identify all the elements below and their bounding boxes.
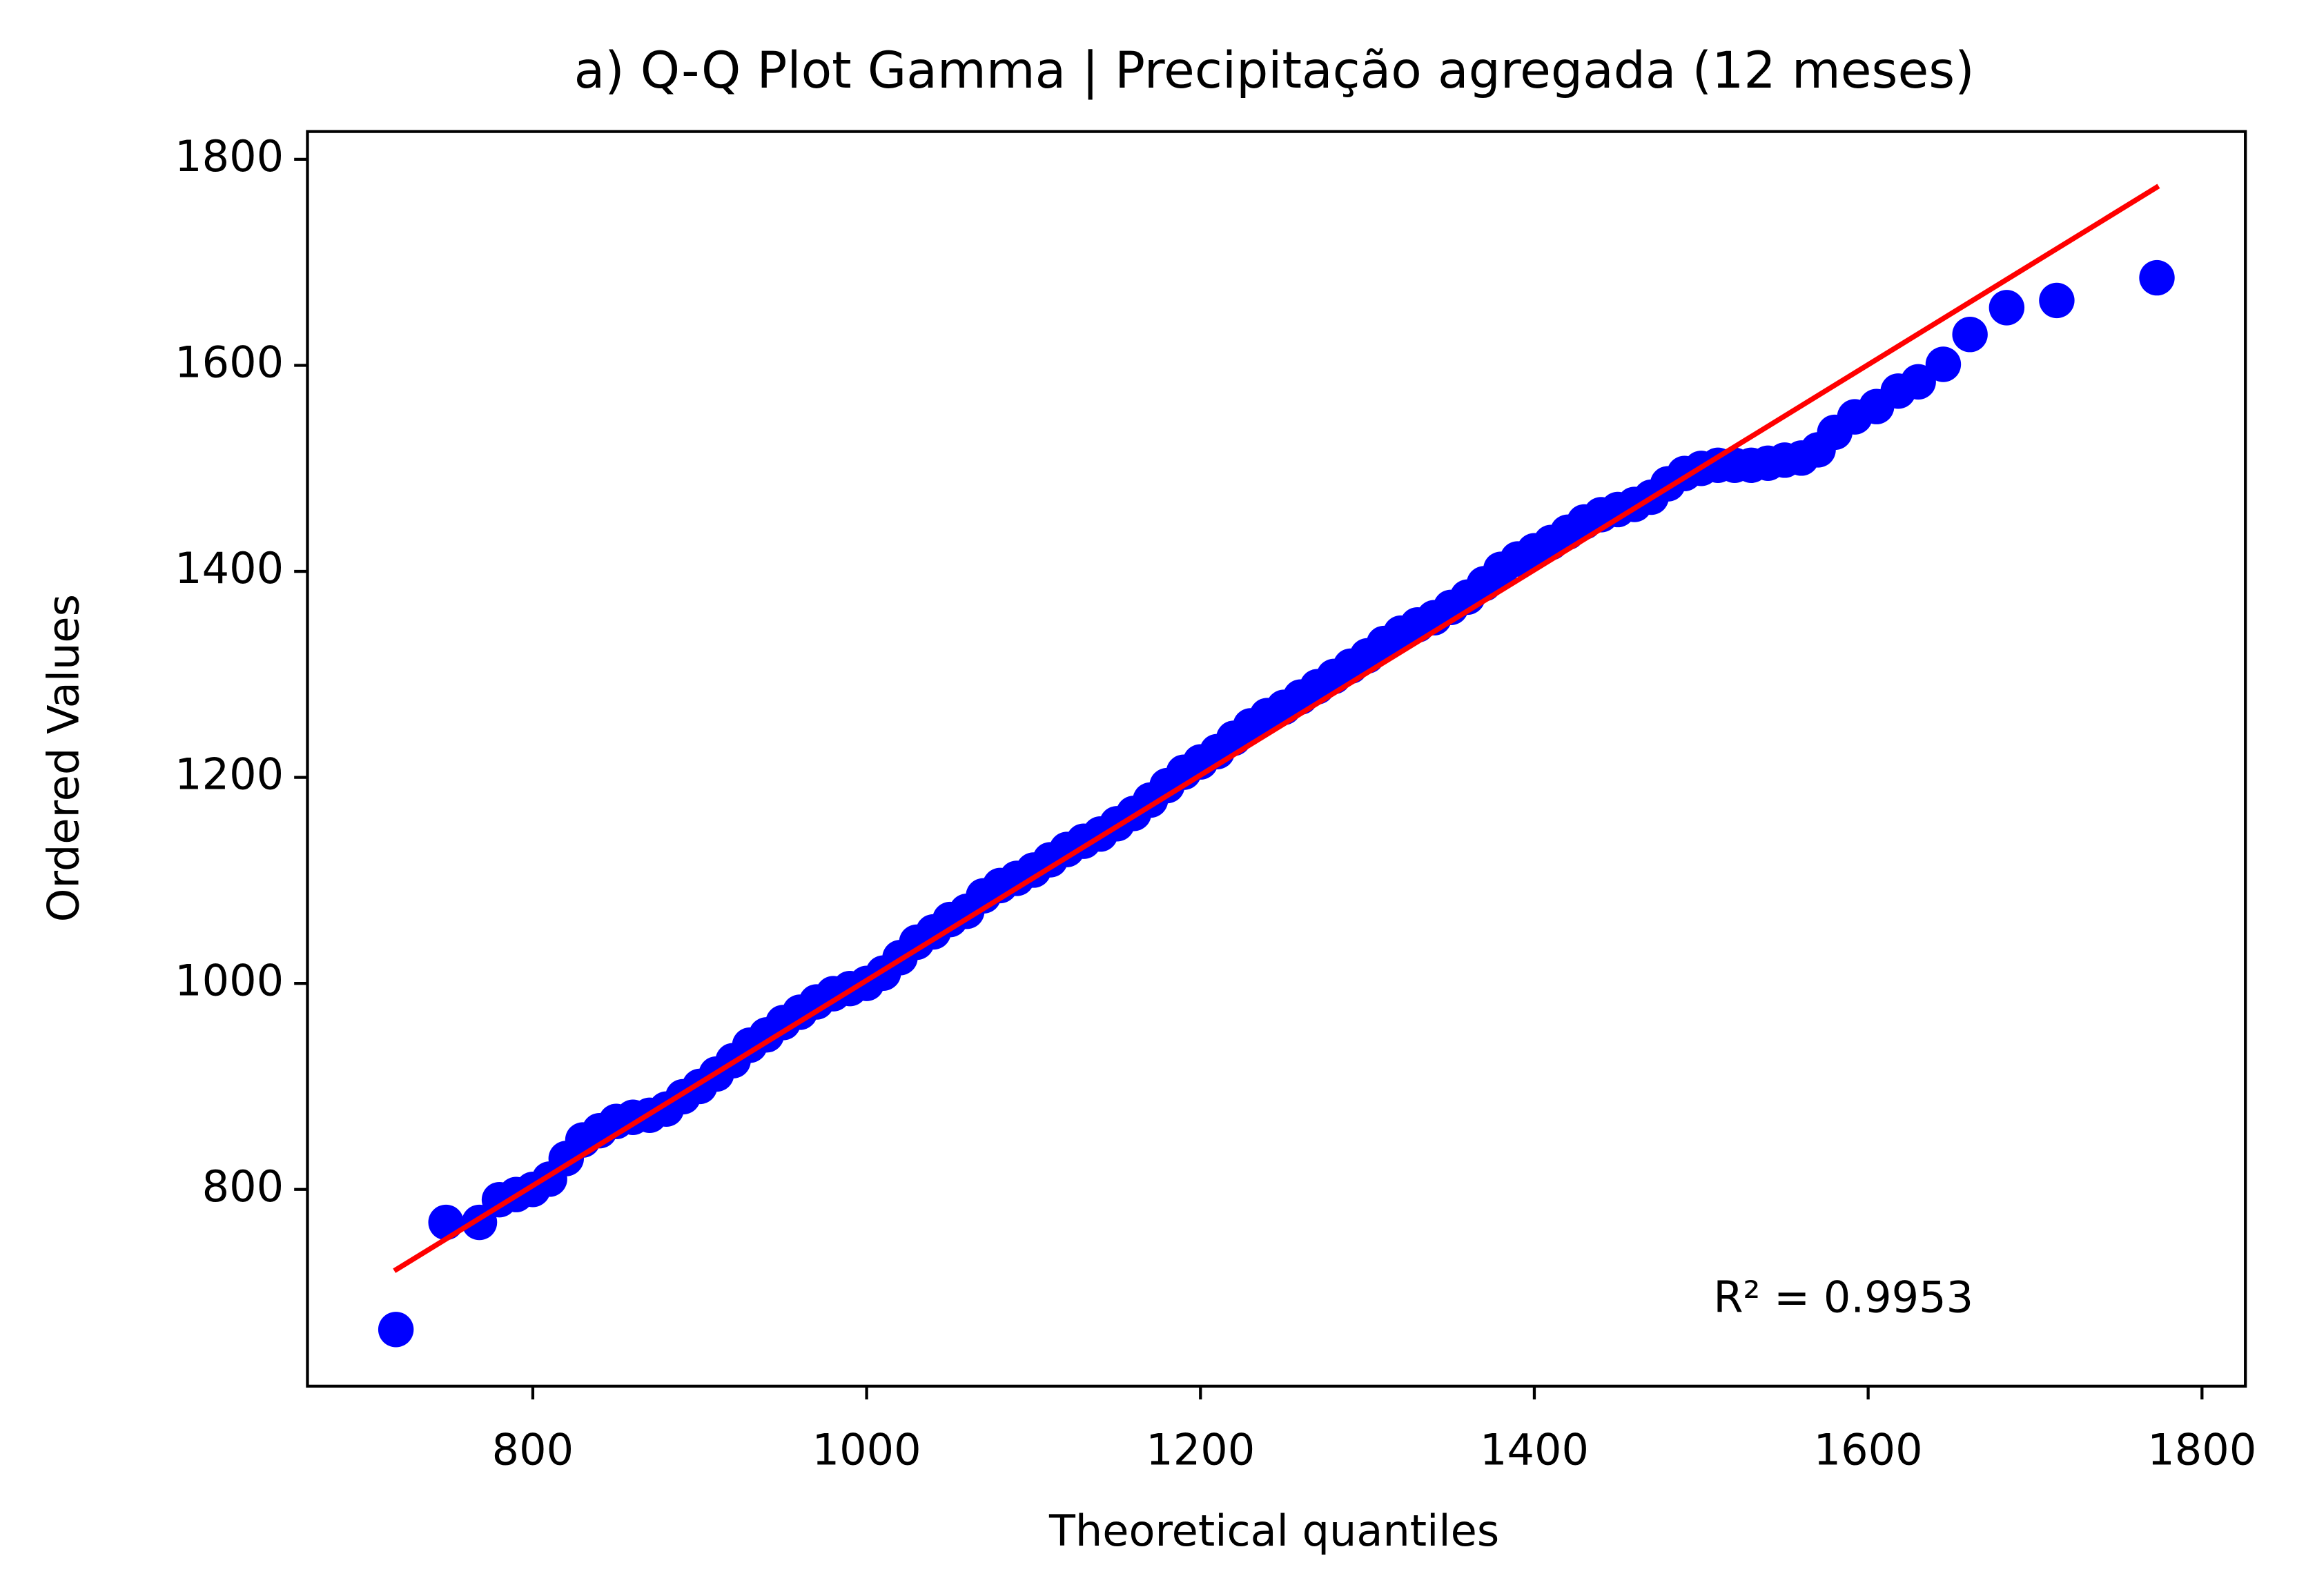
data-point xyxy=(1989,290,2025,326)
annotation: R² = 0.9953 xyxy=(1713,1272,1973,1323)
y-axis-label: Ordered Values xyxy=(38,594,88,922)
x-tick-label: 1800 xyxy=(2147,1424,2256,1475)
x-tick-label: 800 xyxy=(492,1424,574,1475)
data-point xyxy=(1925,346,1962,382)
x-tick-label: 1400 xyxy=(1480,1424,1589,1475)
x-tick-label: 1000 xyxy=(812,1424,921,1475)
data-point xyxy=(428,1204,464,1241)
y-tick-label: 1000 xyxy=(175,955,284,1005)
y-tick-label: 1600 xyxy=(175,337,284,388)
data-point xyxy=(378,1312,414,1348)
x-tick-label: 1600 xyxy=(1814,1424,1923,1475)
data-point xyxy=(1952,316,1988,353)
fit-line xyxy=(393,184,2160,1273)
plot-frame xyxy=(306,130,2247,1388)
y-tick-label: 1800 xyxy=(175,131,284,181)
data-point xyxy=(2139,259,2175,296)
x-tick-label: 1200 xyxy=(1146,1424,1255,1475)
y-tick-label: 800 xyxy=(202,1161,284,1212)
y-tick-label: 1400 xyxy=(175,543,284,593)
y-tick-label: 1200 xyxy=(175,749,284,800)
x-axis-label: Theoretical quantiles xyxy=(1048,1506,1499,1556)
data-point xyxy=(1900,364,1936,400)
chart-title: a) Q-Q Plot Gamma | Precipitação agregad… xyxy=(574,41,1975,100)
data-point xyxy=(2039,282,2075,319)
